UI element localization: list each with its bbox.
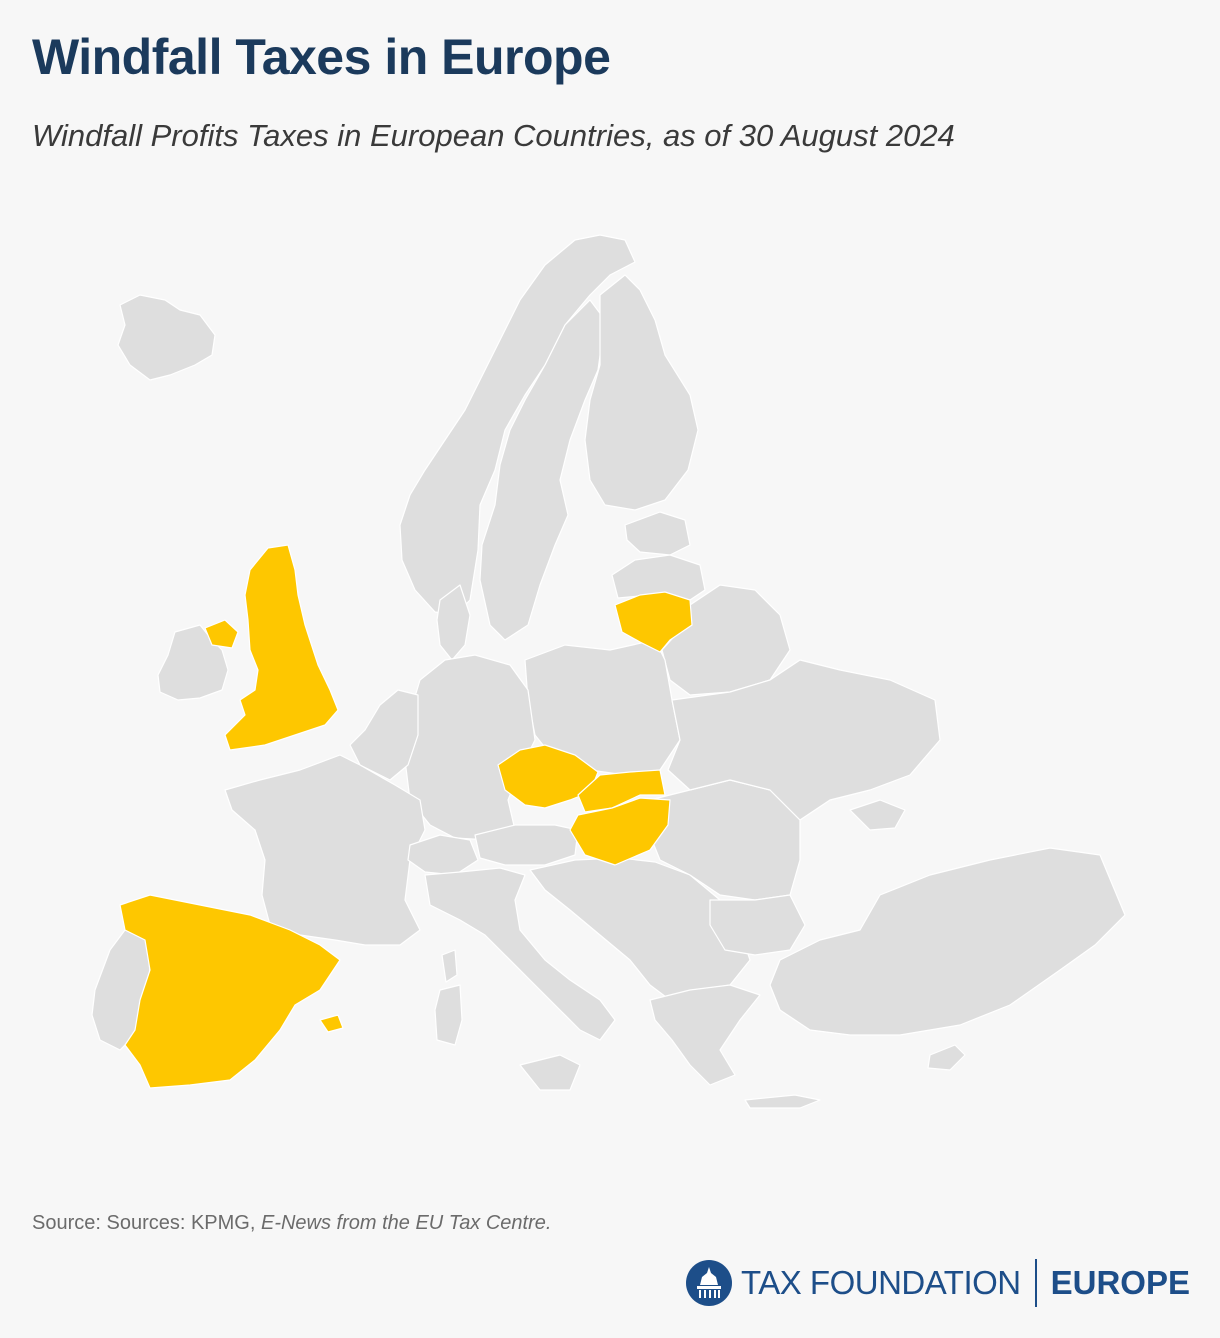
country-crete [744, 1094, 821, 1109]
country-lithuania [614, 591, 693, 653]
country-poland [524, 639, 681, 776]
capitol-dome-icon [686, 1259, 733, 1306]
country-denmark [436, 584, 471, 661]
country-northern-ireland [204, 619, 239, 649]
brand-name: TAX FOUNDATION [741, 1263, 1021, 1301]
country-slovakia [577, 769, 666, 813]
country-turkey [769, 847, 1126, 1036]
country-italy [424, 867, 616, 1041]
page-title: Windfall Taxes in Europe [32, 29, 611, 85]
country-france [224, 754, 426, 946]
country-sardinia [434, 984, 463, 1046]
country-united-kingdom [224, 544, 339, 751]
brand-region: EUROPE [1050, 1263, 1190, 1301]
footer-divider [1034, 1258, 1037, 1307]
source-note: Source: Sources: KPMG, E-News from the E… [32, 1212, 551, 1235]
page-subtitle: Windfall Profits Taxes in European Count… [32, 118, 955, 153]
country-finland [584, 274, 699, 511]
country-austria [474, 824, 579, 866]
country-greece [649, 984, 761, 1086]
country-switzerland [407, 834, 479, 876]
country-ukraine [667, 659, 941, 821]
country-crimea [849, 799, 906, 831]
source-italic: E-News from the EU Tax Centre. [260, 1212, 552, 1234]
country-balearic-islands [319, 1014, 344, 1033]
country-hungary [569, 797, 671, 866]
country-sicily [519, 1054, 581, 1091]
country-spain [119, 894, 341, 1089]
country-iceland [117, 294, 216, 381]
country-corsica [441, 949, 458, 983]
country-bulgaria [709, 894, 806, 956]
country-cyprus [927, 1044, 966, 1071]
country-benelux [349, 689, 419, 781]
country-latvia [611, 554, 706, 601]
footer-logo: TAX FOUNDATION EUROPE [685, 1255, 1190, 1310]
europe-map [91, 234, 1126, 1109]
country-germany [404, 654, 536, 841]
source-prefix: Source: Sources: KPMG, [32, 1212, 261, 1234]
country-estonia [624, 511, 691, 556]
